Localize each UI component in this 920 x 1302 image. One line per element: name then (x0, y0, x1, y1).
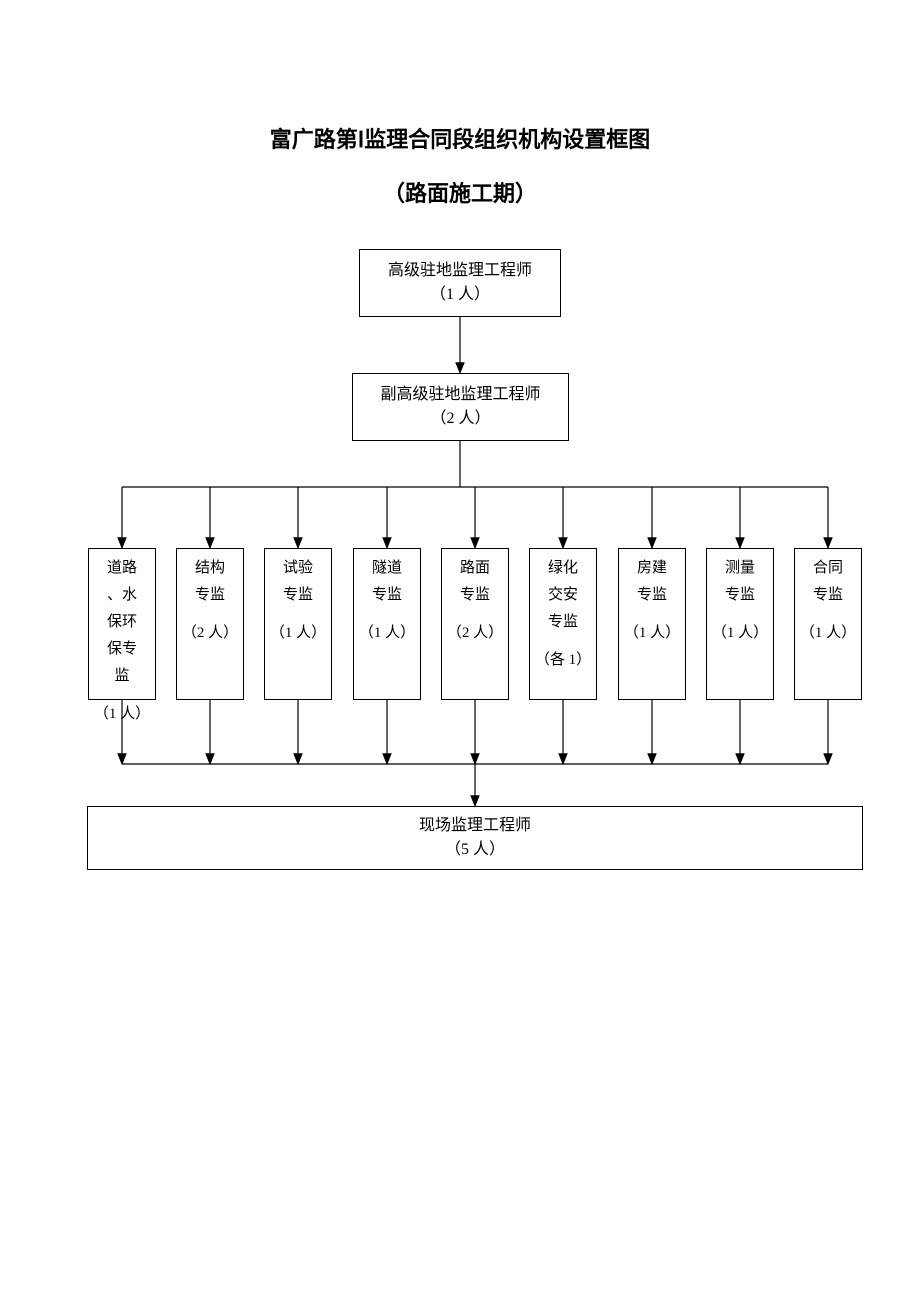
connectors (0, 0, 920, 1302)
